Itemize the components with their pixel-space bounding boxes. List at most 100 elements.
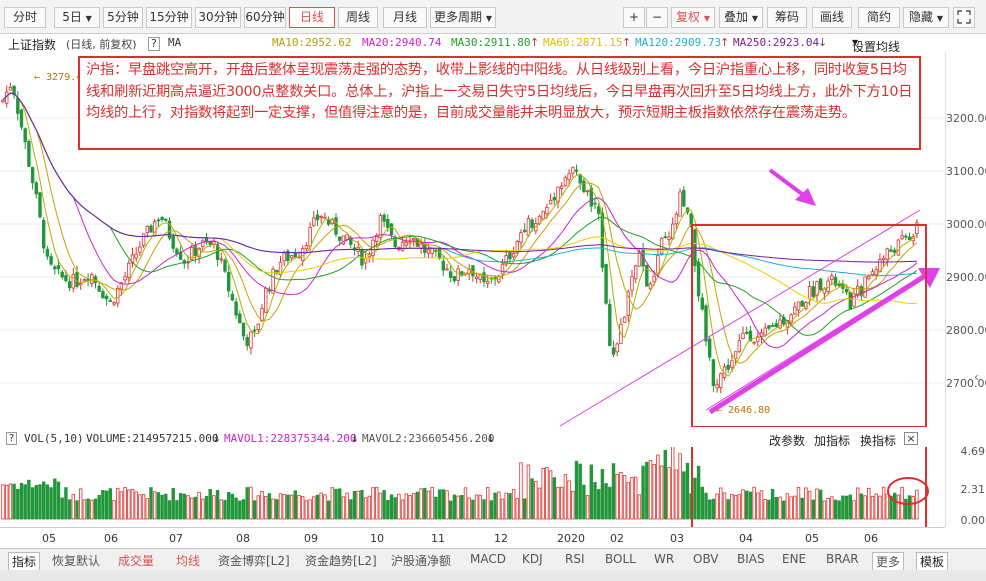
candle-down xyxy=(267,289,272,292)
switch-indicator-button[interactable]: 换指标 xyxy=(860,434,897,448)
volume-bar xyxy=(386,499,390,520)
candle-up xyxy=(201,240,205,248)
candle-down xyxy=(582,180,586,193)
candle-up xyxy=(519,232,523,243)
help-icon[interactable]: ? xyxy=(6,432,18,445)
vol-tick: 0.00 xyxy=(960,514,986,527)
tab-fund-trend[interactable]: 资金趋势[L2] xyxy=(305,554,377,568)
candle-down xyxy=(745,331,749,334)
tab-hk-connect[interactable]: 沪股通净额 xyxy=(391,554,452,568)
candle-up xyxy=(8,87,13,91)
close-icon[interactable]: × xyxy=(904,432,918,445)
volume-bar xyxy=(42,481,46,520)
ma5-line xyxy=(2,92,918,377)
candle-down xyxy=(149,225,153,233)
volume-bar xyxy=(911,495,915,520)
simple-button[interactable]: 简约 xyxy=(858,7,900,28)
tab-5min[interactable]: 5分钟 xyxy=(103,7,143,28)
adjust-params-button[interactable]: 改参数 xyxy=(769,434,806,448)
tab-wr[interactable]: WR xyxy=(654,552,675,566)
candle-down xyxy=(708,338,712,358)
volume-bar xyxy=(708,499,712,520)
tab-obv[interactable]: OBV xyxy=(693,552,719,566)
tab-ma[interactable]: 均线 xyxy=(176,554,201,568)
candle-up xyxy=(134,253,138,259)
tab-30min[interactable]: 30分钟 xyxy=(195,7,241,28)
volume-bar xyxy=(648,460,653,520)
help-icon[interactable]: ? xyxy=(148,37,160,51)
volume-bar xyxy=(634,476,638,520)
tab-indicator[interactable]: 指标 xyxy=(8,552,41,571)
tab-15min[interactable]: 15分钟 xyxy=(146,7,192,28)
tab-kdj[interactable]: KDJ xyxy=(522,552,543,566)
tab-ene[interactable]: ENE xyxy=(782,552,807,566)
volume-bar xyxy=(733,494,738,520)
volume-bar xyxy=(863,495,867,520)
ma30-value: MA30:2911.80 xyxy=(451,36,531,49)
ma-label: MA xyxy=(168,36,182,49)
candle-down xyxy=(611,347,616,355)
add-indicator-button[interactable]: 加指标 xyxy=(814,434,851,448)
candle-up xyxy=(445,268,449,271)
candle-down xyxy=(604,263,608,304)
chevron-down-icon: ▼ xyxy=(936,14,943,23)
vol-tick: 2.31 xyxy=(960,483,986,496)
trend-arrow-head xyxy=(918,268,940,288)
candle-up xyxy=(485,280,490,284)
volume-bar xyxy=(500,498,505,520)
candle-down xyxy=(748,330,753,342)
tab-monthly[interactable]: 月线 xyxy=(383,7,427,28)
zoom-in-button[interactable]: + xyxy=(623,7,645,28)
tab-brar[interactable]: BRAR xyxy=(826,552,859,566)
tab-more[interactable]: 更多 xyxy=(872,552,905,571)
volume-bar xyxy=(182,493,186,520)
volume-bar xyxy=(722,492,727,520)
volume-bar xyxy=(5,484,9,520)
overlay-dropdown[interactable]: 叠加 ▼ xyxy=(719,7,763,28)
draw-line-button[interactable]: 画线 xyxy=(812,7,852,28)
tab-5day[interactable]: 5日 ▼ xyxy=(54,7,100,28)
collapse-arrow-icon[interactable]: ‹ xyxy=(974,370,979,384)
candle-down xyxy=(101,291,105,299)
tab-fund-game[interactable]: 资金博弈[L2] xyxy=(218,554,290,568)
volume-bar xyxy=(193,496,198,520)
candle-down xyxy=(593,202,597,205)
tab-weekly[interactable]: 周线 xyxy=(338,7,378,28)
volume-chart[interactable] xyxy=(0,444,945,527)
volume-bar xyxy=(275,499,279,520)
candle-up xyxy=(71,274,75,289)
volume-bar xyxy=(608,486,612,520)
tab-rsi[interactable]: RSI xyxy=(565,552,585,566)
candle-down xyxy=(75,271,79,287)
volume-bar xyxy=(904,498,908,520)
candle-up xyxy=(881,257,886,261)
expand-icon[interactable] xyxy=(953,7,975,28)
tab-fenshi[interactable]: 分时 xyxy=(4,7,46,28)
volume-bar xyxy=(334,488,338,520)
candle-up xyxy=(807,286,812,300)
volume-bar xyxy=(789,496,793,520)
tab-bias[interactable]: BIAS xyxy=(737,552,765,566)
tab-macd[interactable]: MACD xyxy=(470,552,506,566)
x-tick: 06 xyxy=(104,532,118,545)
tab-daily[interactable]: 日线 xyxy=(289,7,335,28)
chips-button[interactable]: 筹码 xyxy=(767,7,807,28)
candle-down xyxy=(293,253,297,258)
tab-60min[interactable]: 60分钟 xyxy=(244,7,286,28)
tab-template[interactable]: 模板 xyxy=(916,552,949,571)
tab-boll[interactable]: BOLL xyxy=(605,552,636,566)
zoom-out-button[interactable]: − xyxy=(646,7,668,28)
volume-bar xyxy=(896,494,901,520)
tab-volume[interactable]: 成交量 xyxy=(118,554,155,568)
volume-bar xyxy=(215,490,220,520)
candle-down xyxy=(12,85,16,96)
fq-dropdown[interactable]: 复权 ▼ xyxy=(671,7,715,28)
candle-up xyxy=(526,218,531,236)
volume-bar xyxy=(341,496,346,520)
volume-bar xyxy=(123,487,127,520)
hide-dropdown[interactable]: 隐藏 ▼ xyxy=(903,7,949,28)
tab-more-periods[interactable]: 更多周期 ▼ xyxy=(430,7,496,28)
volume-bar xyxy=(208,489,212,520)
tab-reset[interactable]: 恢复默认 xyxy=(52,554,101,568)
x-tick: 12 xyxy=(494,532,508,545)
